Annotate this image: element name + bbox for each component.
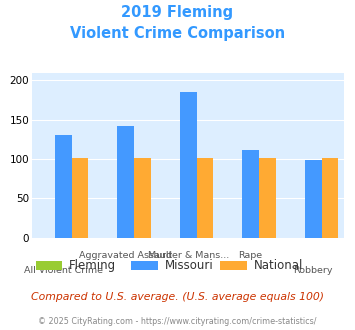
Text: Violent Crime Comparison: Violent Crime Comparison [70,26,285,41]
Text: Rape: Rape [239,251,263,260]
Text: Compared to U.S. average. (U.S. average equals 100): Compared to U.S. average. (U.S. average … [31,292,324,302]
Bar [117,126,134,238]
Bar [180,92,197,238]
Text: 2019 Fleming: 2019 Fleming [121,5,234,20]
Text: © 2025 CityRating.com - https://www.cityrating.com/crime-statistics/: © 2025 CityRating.com - https://www.city… [38,317,317,326]
Bar [259,158,276,238]
Text: National: National [254,259,303,272]
Bar [305,160,322,238]
Text: Fleming: Fleming [69,259,116,272]
Text: Murder & Mans...: Murder & Mans... [148,251,229,260]
Bar [134,158,151,238]
Text: Aggravated Assault: Aggravated Assault [79,251,172,260]
Text: All Violent Crime: All Violent Crime [24,266,103,275]
Bar [197,158,213,238]
Text: Missouri: Missouri [165,259,214,272]
Bar [55,135,72,238]
Bar [242,149,259,238]
Bar [72,158,88,238]
Bar [322,158,338,238]
Text: Robbery: Robbery [293,266,333,275]
